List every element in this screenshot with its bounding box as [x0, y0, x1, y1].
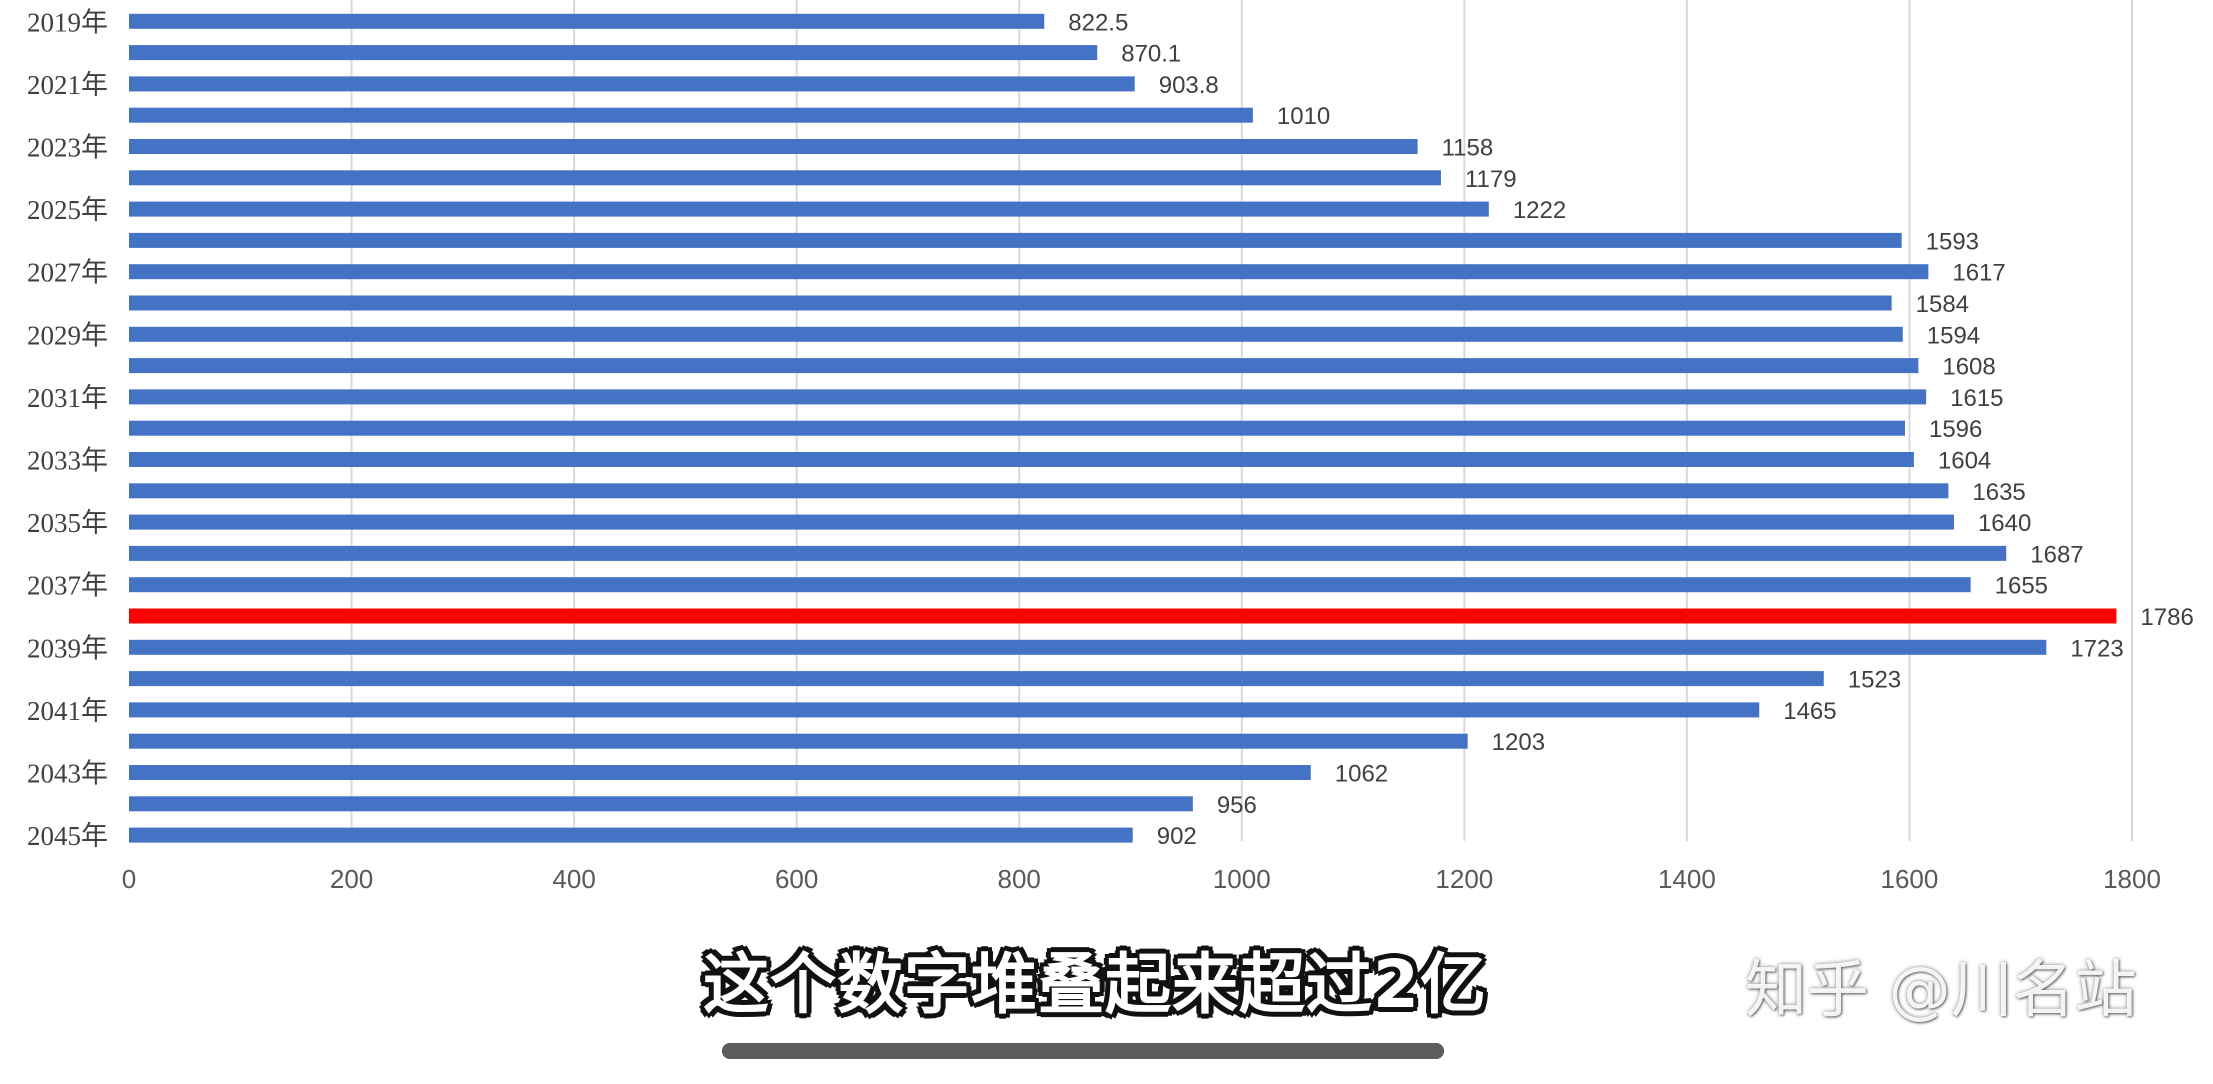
data-label: 1062 — [1335, 761, 1388, 788]
bar-2025年 — [129, 201, 1489, 217]
bar-2043年 — [129, 765, 1311, 780]
data-labels: 822.5 870.1 903.8 1010 1158 1179 1222 1593 1617 1… — [1068, 9, 2194, 850]
x-tick-label: 800 — [998, 864, 1041, 894]
y-tick-label: 2027年 — [27, 258, 108, 288]
y-tick-label: 2025年 — [27, 195, 108, 225]
bar-2030年 — [129, 358, 1919, 374]
bar-2033年 — [129, 452, 1914, 467]
data-label: 1523 — [1848, 667, 1901, 694]
x-tick-label: 200 — [330, 864, 373, 894]
bar-2032年 — [129, 420, 1905, 436]
bar-2026年 — [129, 232, 1902, 248]
bar-2021年 — [129, 76, 1135, 92]
bar-2024年 — [129, 170, 1441, 186]
y-tick-label: 2033年 — [27, 446, 108, 476]
data-label: 1158 — [1442, 135, 1494, 162]
x-tick-label: 600 — [775, 864, 818, 894]
y-tick-label: 2035年 — [27, 508, 108, 538]
data-label: 1723 — [2070, 635, 2123, 662]
data-label: 1593 — [1926, 228, 1979, 255]
bar-2020年 — [129, 45, 1098, 61]
data-label: 1010 — [1277, 103, 1330, 130]
y-tick-label: 2043年 — [27, 759, 108, 789]
bar-2038年 — [129, 608, 2117, 624]
data-label: 903.8 — [1159, 72, 1219, 99]
zhihu-watermark: 知乎 @川名站 — [1745, 953, 2137, 1026]
data-label: 1617 — [1952, 260, 2005, 287]
data-label: 870.1 — [1121, 41, 1181, 68]
data-label: 1203 — [1492, 729, 1545, 756]
data-label: 902 — [1157, 823, 1197, 850]
bar-2029年 — [129, 326, 1903, 342]
bar-2040年 — [129, 671, 1824, 687]
bar-2037年 — [129, 577, 1971, 593]
x-axis-tick-labels: 0 200 400 600 800 1000 1200 1400 1600 1800 — [122, 864, 2161, 894]
data-label: 1608 — [1942, 354, 1995, 381]
video-subtitle: 这个数字堆叠起来超过2亿 — [703, 946, 1487, 1023]
bar-2041年 — [129, 702, 1760, 718]
data-label: 1604 — [1938, 448, 1991, 475]
data-label: 1615 — [1950, 385, 2003, 412]
bars — [129, 13, 2117, 843]
video-progress-bar[interactable] — [722, 1043, 1444, 1059]
bar-2031年 — [129, 389, 1927, 405]
bar-2035年 — [129, 514, 1954, 530]
y-tick-label: 2019年 — [27, 7, 108, 37]
bar-2045年 — [129, 827, 1133, 843]
y-tick-label: 2021年 — [27, 70, 108, 100]
data-label: 1596 — [1929, 416, 1982, 443]
bar-2027年 — [129, 264, 1929, 280]
y-tick-label: 2041年 — [27, 696, 108, 726]
data-label: 1594 — [1927, 322, 1980, 349]
x-tick-label: 1600 — [1881, 864, 1939, 894]
bar-2036年 — [129, 545, 2007, 561]
data-label: 822.5 — [1068, 9, 1128, 36]
data-label: 956 — [1217, 792, 1257, 819]
y-tick-label: 2029年 — [27, 320, 108, 350]
data-label: 1222 — [1513, 197, 1566, 224]
bar-2028年 — [129, 295, 1892, 311]
x-tick-label: 400 — [552, 864, 595, 894]
data-label: 1655 — [1995, 573, 2048, 600]
video-progress-fill — [722, 1043, 1444, 1059]
y-tick-label: 2037年 — [27, 571, 108, 601]
y-tick-label: 2039年 — [27, 633, 108, 663]
bar-2023年 — [129, 139, 1418, 154]
x-tick-label: 1400 — [1658, 864, 1716, 894]
data-label: 1465 — [1783, 698, 1836, 725]
bar-2042年 — [129, 733, 1468, 749]
x-tick-label: 0 — [122, 864, 136, 894]
data-label: 1687 — [2030, 541, 2083, 568]
x-tick-label: 1800 — [2103, 864, 2161, 894]
x-tick-label: 1200 — [1435, 864, 1493, 894]
bar-2044年 — [129, 796, 1193, 812]
data-label: 1179 — [1465, 166, 1517, 193]
y-axis-labels: 2019年 2021年 2023年 2025年 2027年 2029年 2031年 2033年… — [27, 7, 108, 851]
y-tick-label: 2031年 — [27, 383, 108, 413]
x-tick-label: 1000 — [1213, 864, 1271, 894]
bar-2022年 — [129, 107, 1253, 123]
y-tick-label: 2023年 — [27, 133, 108, 163]
bar-2034年 — [129, 483, 1949, 499]
data-label: 1786 — [2140, 604, 2193, 631]
bar-2039年 — [129, 639, 2047, 655]
data-label: 1640 — [1978, 510, 2031, 537]
data-label: 1584 — [1916, 291, 1969, 318]
y-tick-label: 2045年 — [27, 821, 108, 851]
bar-2019年 — [129, 13, 1045, 29]
data-label: 1635 — [1972, 479, 2025, 506]
